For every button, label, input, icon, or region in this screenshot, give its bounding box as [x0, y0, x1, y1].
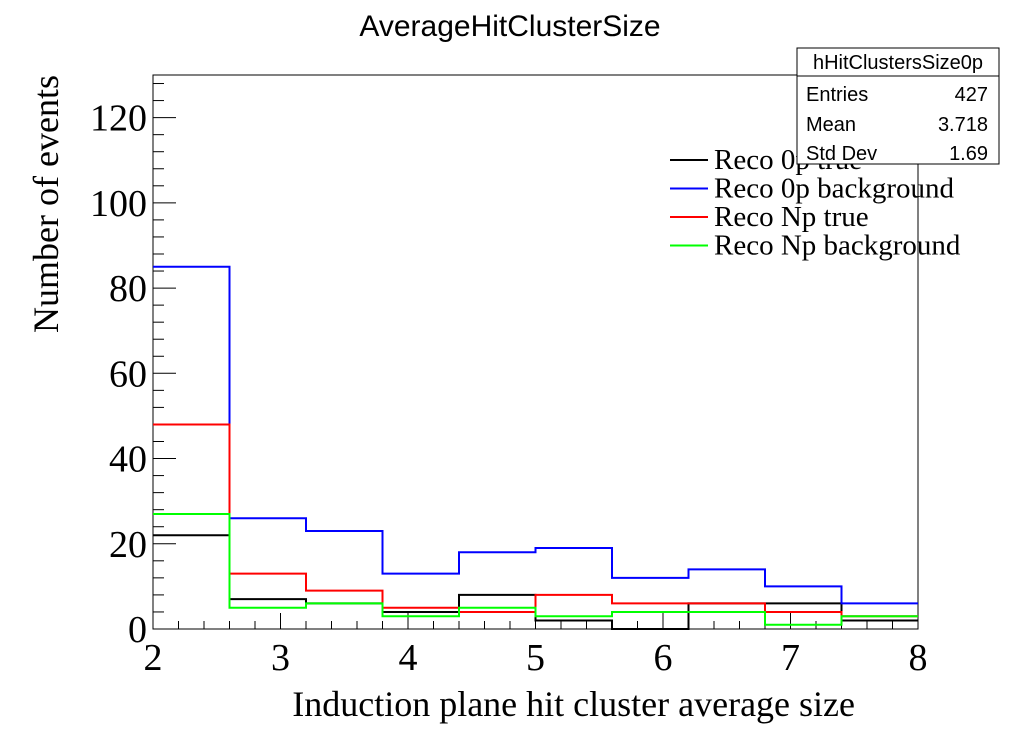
stats-mean-value: 3.718 — [938, 114, 988, 136]
legend-label: Reco 0p background — [714, 173, 954, 205]
x-tick-label: 7 — [781, 637, 800, 679]
legend-label: Reco Np background — [714, 230, 961, 262]
y-tick-label: 0 — [128, 609, 147, 651]
stats-box: hHitClustersSize0p Entries 427 Mean 3.71… — [796, 47, 1000, 165]
y-tick-label: 120 — [90, 98, 147, 140]
stats-entries-label: Entries — [806, 84, 868, 106]
series-line-2 — [153, 423, 918, 618]
x-tick-label: 6 — [654, 637, 673, 679]
y-tick-label: 20 — [109, 524, 147, 566]
stats-box-title: hHitClustersSize0p — [813, 52, 983, 74]
series-line-1 — [153, 265, 918, 605]
x-tick-label: 3 — [271, 637, 290, 679]
histogram-series — [153, 265, 918, 630]
y-tick-label: 40 — [109, 439, 147, 481]
y-tick-label: 60 — [109, 353, 147, 395]
x-axis: 2 3 4 5 6 7 8 — [144, 613, 928, 679]
legend-label: Reco Np true — [714, 201, 869, 233]
chart-title: AverageHitClusterSize — [359, 10, 660, 43]
y-axis-label: Number of events — [26, 75, 66, 333]
stats-stddev-label: Std Dev — [806, 143, 877, 165]
stats-mean-label: Mean — [806, 114, 856, 136]
x-tick-label: 2 — [144, 637, 163, 679]
series-line-3 — [153, 512, 918, 626]
x-tick-label: 8 — [909, 637, 928, 679]
y-axis: 0 20 40 60 80 100 120 — [90, 83, 176, 651]
stats-entries-value: 427 — [955, 84, 988, 106]
stats-stddev-value: 1.69 — [949, 143, 988, 165]
stats-box-frame — [796, 47, 1000, 165]
x-axis-label: Induction plane hit cluster average size — [292, 684, 855, 724]
x-tick-label: 5 — [526, 637, 545, 679]
x-tick-label: 4 — [399, 637, 418, 679]
y-tick-label: 80 — [109, 268, 147, 310]
y-tick-label: 100 — [90, 183, 147, 225]
